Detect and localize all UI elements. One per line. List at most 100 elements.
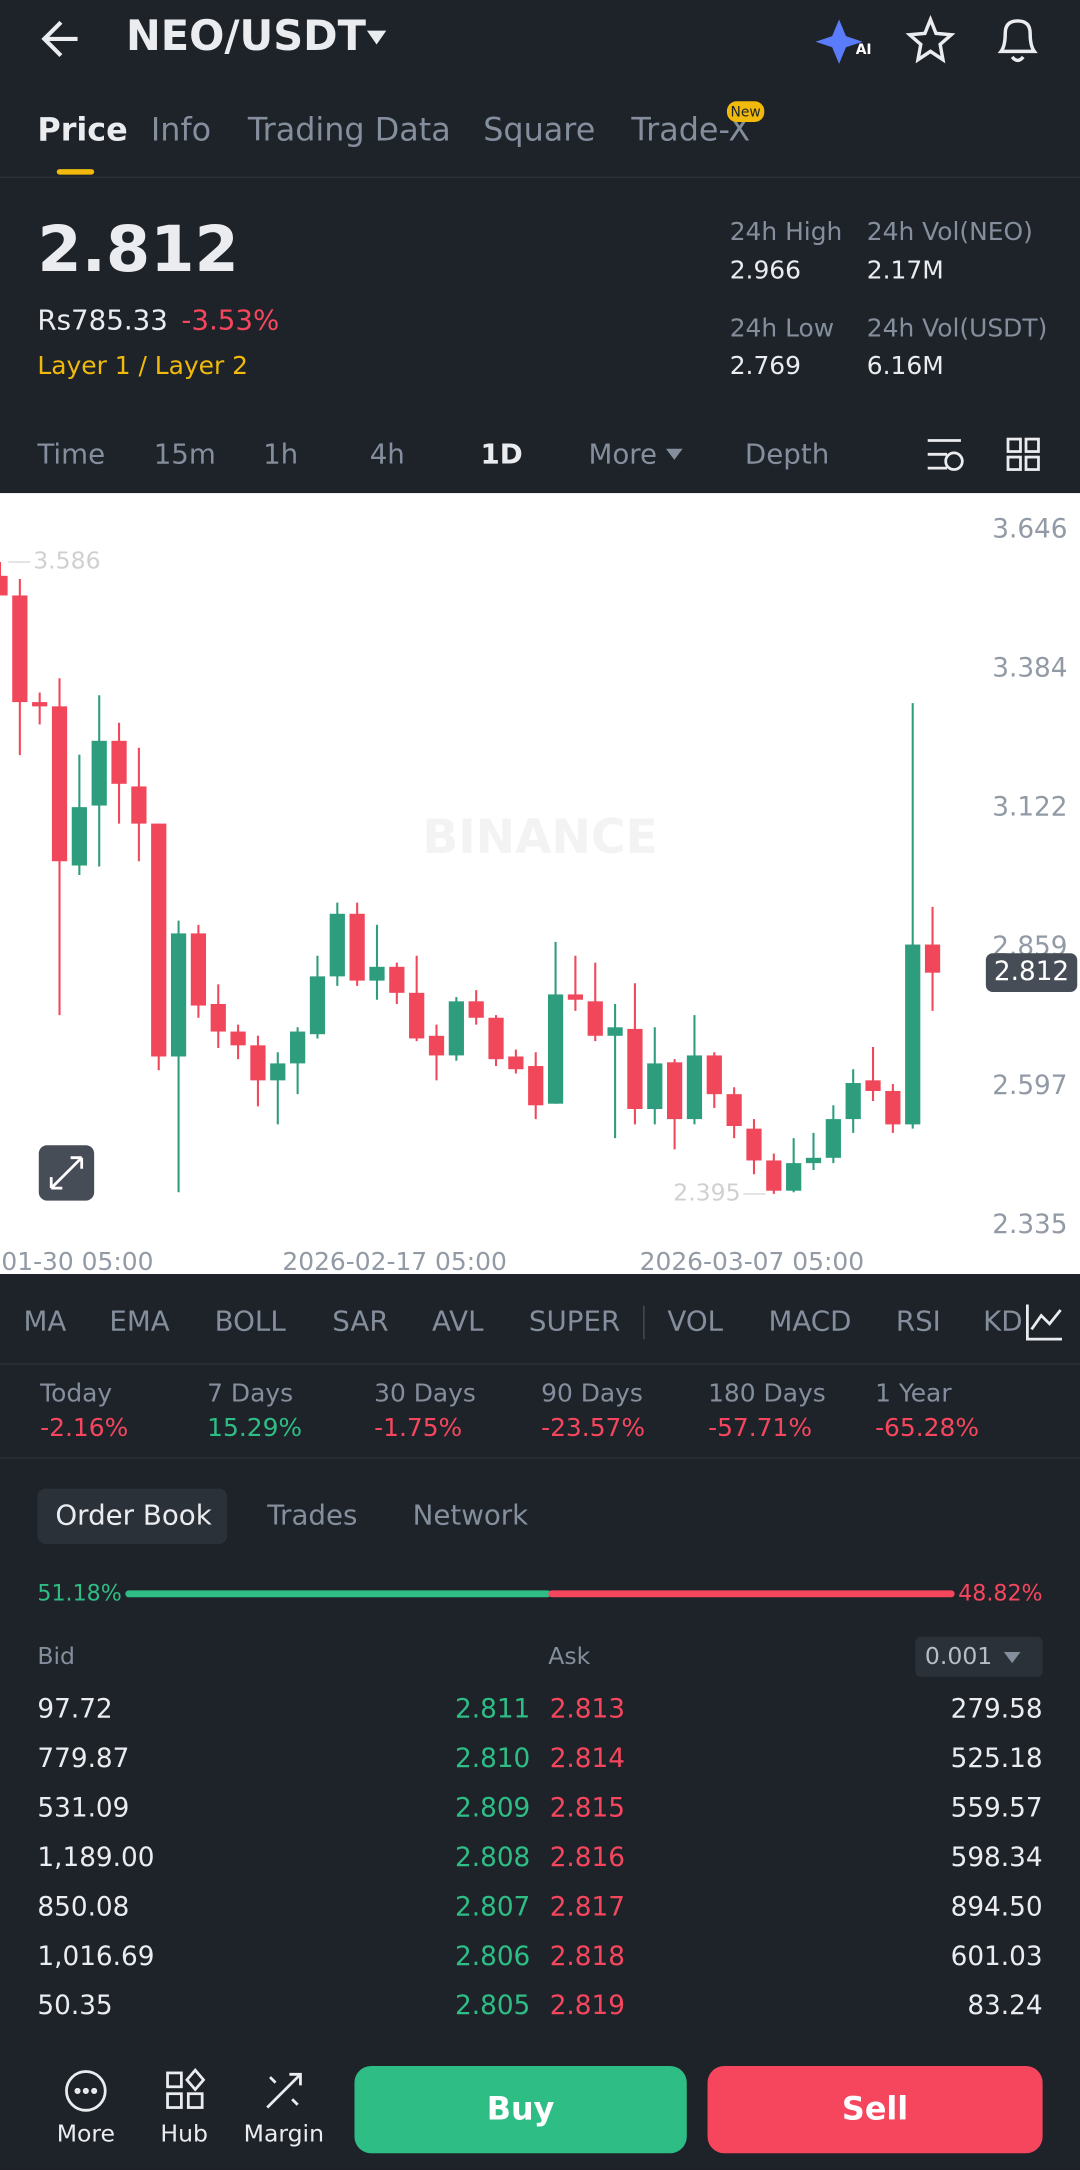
candle-body xyxy=(706,1055,722,1095)
stat-value: 2.17M xyxy=(867,256,944,285)
y-tick-label: 3.122 xyxy=(992,793,1067,823)
ask-quantity: 601.03 xyxy=(951,1942,1043,1972)
stat-value: 2.966 xyxy=(730,256,801,285)
candle-body xyxy=(389,966,405,993)
indicator[interactable]: SAR xyxy=(332,1304,388,1337)
candle-body xyxy=(726,1094,742,1126)
precision-select[interactable] xyxy=(915,1636,1043,1677)
indicator[interactable]: KD xyxy=(983,1304,1022,1337)
y-tick-label: 3.384 xyxy=(992,654,1067,684)
interval[interactable]: More xyxy=(588,438,657,471)
ask-quantity: 559.57 xyxy=(951,1794,1043,1824)
indicator[interactable]: EMA xyxy=(109,1304,169,1337)
candle-body xyxy=(409,992,425,1039)
tab[interactable]: Info xyxy=(151,111,211,149)
footer-label[interactable]: Hub xyxy=(160,2120,208,2148)
candle-body xyxy=(627,1028,643,1110)
buy-button[interactable] xyxy=(354,2066,687,2154)
candle-body xyxy=(905,944,921,1125)
pair-dropdown[interactable] xyxy=(366,30,387,45)
sector-tag[interactable]: Layer 1 / Layer 2 xyxy=(37,351,248,380)
indicator[interactable]: RSI xyxy=(896,1304,941,1337)
candle-body xyxy=(270,1063,286,1081)
candle-body xyxy=(448,1001,464,1056)
fiat-price: Rs785.33 xyxy=(37,303,168,336)
tab[interactable]: Price xyxy=(37,111,127,149)
period-label: 180 Days xyxy=(708,1378,826,1407)
ask-price: 2.817 xyxy=(550,1892,625,1922)
stat-label: 24h Vol(USDT) xyxy=(867,314,1048,343)
orderbook-tab[interactable]: Order Book xyxy=(55,1498,211,1531)
candle-body xyxy=(210,1003,226,1032)
candle-body xyxy=(666,1062,683,1120)
candle-body xyxy=(12,595,28,703)
period-change: -57.71% xyxy=(708,1413,812,1442)
last-price-label: 2.812 xyxy=(994,957,1069,987)
period-label: Today xyxy=(39,1378,112,1407)
candle-body xyxy=(230,1031,246,1046)
x-tick-label: 2026-02-17 05:00 xyxy=(282,1247,506,1276)
indicator-settings[interactable] xyxy=(1026,1304,1062,1341)
ask-price: 2.815 xyxy=(550,1794,625,1824)
back-button[interactable] xyxy=(41,20,78,58)
bid-quantity: 97.72 xyxy=(37,1695,112,1725)
new-badge-bg xyxy=(726,101,765,122)
candle-body xyxy=(528,1066,544,1106)
candle-body xyxy=(587,1001,603,1036)
interval[interactable]: 15m xyxy=(154,438,216,471)
favorite-button[interactable] xyxy=(905,14,956,64)
candle-body xyxy=(885,1090,901,1125)
orderbook-tab[interactable]: Trades xyxy=(266,1498,357,1531)
last-price-tag xyxy=(985,953,1078,993)
footer-label[interactable]: Margin xyxy=(244,2120,324,2148)
period-change: -23.57% xyxy=(541,1413,645,1442)
alert-button[interactable] xyxy=(997,19,1038,63)
indicator[interactable]: SUPER xyxy=(529,1304,620,1337)
price-change: -3.53% xyxy=(181,303,279,336)
interval[interactable]: Depth xyxy=(745,438,829,471)
indicator[interactable]: MACD xyxy=(768,1304,851,1337)
period-label: 30 Days xyxy=(374,1378,476,1407)
bid-price: 2.809 xyxy=(455,1794,530,1824)
orderbook-tab[interactable]: Network xyxy=(413,1498,529,1531)
watermark: BINANCE xyxy=(422,810,657,865)
candle-body xyxy=(71,807,87,866)
orderbook-tabs: Order Book Trades Network xyxy=(55,1498,528,1531)
indicator[interactable]: AVL xyxy=(432,1304,484,1337)
layout-icon[interactable] xyxy=(1006,437,1040,471)
candle-body xyxy=(91,740,107,806)
indicator[interactable]: VOL xyxy=(667,1304,723,1337)
indicator[interactable]: MA xyxy=(24,1304,67,1337)
interval[interactable]: 1h xyxy=(263,438,298,471)
buy-label: Buy xyxy=(487,2089,555,2127)
stat-value: 2.769 xyxy=(730,351,801,380)
candle-body xyxy=(32,702,48,707)
interval[interactable]: 1D xyxy=(480,438,522,471)
footer-label[interactable]: More xyxy=(57,2120,115,2148)
ask-price: 2.818 xyxy=(550,1942,625,1972)
ai-icon[interactable] xyxy=(815,19,863,64)
sell-button[interactable] xyxy=(707,2066,1043,2154)
tab[interactable]: Square xyxy=(483,111,595,149)
interval[interactable]: Time xyxy=(36,438,105,471)
interval-bar: Time 15m 1h 4h 1D More Depth xyxy=(36,438,829,471)
margin-icon[interactable] xyxy=(266,2072,302,2109)
bid-quantity: 531.09 xyxy=(37,1794,129,1824)
ai-badge: AI xyxy=(856,42,872,58)
chart-settings-icon[interactable] xyxy=(927,439,964,471)
indicator[interactable]: BOLL xyxy=(215,1304,287,1337)
min-label: 2.395 xyxy=(673,1178,740,1206)
candle-body xyxy=(607,1027,623,1036)
y-tick-label: 3.646 xyxy=(992,515,1067,545)
more-icon[interactable] xyxy=(65,2070,107,2112)
ask-header: Ask xyxy=(548,1642,590,1670)
ask-quantity: 83.24 xyxy=(967,1991,1042,2021)
tab[interactable]: Trading Data xyxy=(247,111,451,149)
indicator-bar: MA EMA BOLL SAR AVL SUPER VOL MACD RSI KD xyxy=(24,1304,1023,1337)
last-price: 2.812 xyxy=(37,213,238,287)
fullscreen-icon xyxy=(49,1156,84,1190)
interval[interactable]: 4h xyxy=(370,438,405,471)
hub-icon[interactable] xyxy=(166,2068,206,2109)
candle-body xyxy=(686,1055,703,1120)
